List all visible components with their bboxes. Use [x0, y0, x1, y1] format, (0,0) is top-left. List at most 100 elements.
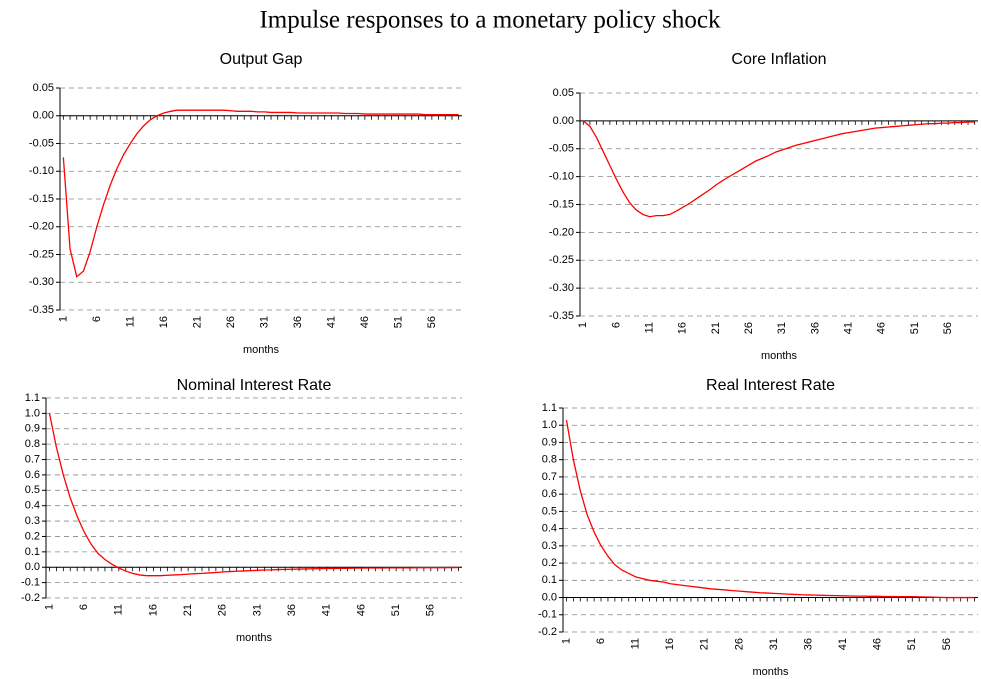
chart-title: Nominal Interest Rate [177, 377, 332, 394]
x-axis-label: months [236, 632, 273, 644]
x-tick-label: 11 [124, 316, 136, 327]
y-tick-label: -0.05 [29, 137, 54, 149]
x-tick-label: 16 [664, 638, 676, 650]
y-tick-label: -0.1 [21, 577, 40, 589]
x-axis-label: months [752, 666, 789, 678]
y-tick-label: 1.1 [542, 402, 557, 414]
y-tick-label: 1.1 [25, 392, 40, 404]
y-tick-label: 0.0 [25, 561, 40, 573]
line [62, 109, 459, 278]
x-tick-label: 46 [355, 604, 367, 616]
x-tick-label: 31 [251, 604, 263, 616]
x-tick-label: 6 [595, 638, 607, 644]
y-tick-label: -0.05 [549, 143, 574, 155]
x-tick-label: 1 [560, 638, 572, 644]
x-tick-label: 11 [644, 322, 656, 333]
x-tick-label: 41 [843, 322, 855, 334]
y-tick-label: 0.6 [25, 469, 40, 481]
y-tick-label: 0.9 [25, 423, 40, 435]
y-tick-label: -0.30 [549, 282, 574, 294]
y-tick-label: 0.4 [25, 500, 40, 512]
y-tick-label: 0.2 [25, 530, 40, 542]
x-tick-label: 51 [390, 604, 402, 616]
x-tick-label: 26 [217, 604, 229, 616]
x-tick-label: 36 [286, 604, 298, 616]
y-tick-label: 0.9 [542, 436, 557, 448]
x-axis-label: months [243, 344, 280, 356]
x-tick-label: 21 [182, 604, 194, 616]
x-tick-label: 46 [876, 322, 888, 334]
chart-title: Core Inflation [731, 51, 826, 68]
x-tick-label: 6 [91, 316, 103, 322]
y-tick-label: 0.0 [542, 591, 557, 603]
y-tick-label: 0.6 [542, 488, 557, 500]
y-tick-label: 0.00 [33, 110, 54, 122]
y-tick-label: -0.25 [549, 254, 574, 266]
chart-title: Real Interest Rate [706, 377, 835, 394]
line [582, 120, 975, 218]
x-tick-label: 21 [710, 322, 722, 334]
y-tick-label: 0.00 [553, 115, 574, 127]
y-tick-label: 1.0 [542, 419, 557, 431]
x-tick-label: 36 [292, 316, 304, 328]
x-tick-label: 36 [809, 322, 821, 334]
y-tick-label: 0.3 [542, 540, 557, 552]
y-tick-label: 0.5 [542, 505, 557, 517]
x-tick-label: 41 [837, 638, 849, 650]
y-tick-label: 0.7 [542, 471, 557, 483]
y-tick-label: -0.15 [29, 193, 54, 205]
y-tick-label: -0.2 [538, 626, 557, 638]
y-tick-label: -0.1 [538, 609, 557, 621]
x-tick-label: 21 [699, 638, 711, 650]
y-tick-label: 0.8 [25, 438, 40, 450]
x-tick-label: 56 [426, 316, 438, 328]
x-tick-label: 26 [733, 638, 745, 650]
y-tick-label: 1.0 [25, 407, 40, 419]
y-tick-label: -0.35 [549, 310, 574, 322]
x-tick-label: 1 [577, 322, 589, 328]
x-tick-label: 1 [43, 604, 55, 610]
y-tick-label: -0.25 [29, 248, 54, 260]
y-tick-label: 0.7 [25, 453, 40, 465]
x-tick-label: 31 [776, 322, 788, 334]
x-tick-label: 41 [325, 316, 337, 328]
y-tick-label: 0.05 [553, 87, 574, 99]
x-tick-label: 51 [909, 322, 921, 334]
x-tick-label: 16 [677, 322, 689, 334]
y-tick-label: 0.05 [33, 82, 54, 94]
x-tick-label: 56 [942, 322, 954, 334]
x-axis-label: months [761, 350, 798, 362]
y-tick-label: -0.35 [29, 304, 54, 316]
x-tick-label: 46 [359, 316, 371, 328]
y-tick-label: -0.10 [549, 171, 574, 183]
x-tick-label: 31 [258, 316, 270, 328]
x-tick-label: 21 [191, 316, 203, 328]
chart-title: Output Gap [220, 51, 303, 68]
x-tick-label: 6 [78, 604, 90, 610]
line [565, 419, 975, 599]
x-tick-label: 26 [225, 316, 237, 328]
y-tick-label: -0.2 [21, 592, 40, 604]
x-tick-label: 16 [158, 316, 170, 328]
x-tick-label: 26 [743, 322, 755, 334]
x-tick-label: 51 [392, 316, 404, 328]
y-tick-label: -0.20 [29, 221, 54, 233]
x-tick-label: 16 [147, 604, 159, 616]
y-tick-label: 0.3 [25, 515, 40, 527]
y-tick-label: 0.1 [542, 574, 557, 586]
x-tick-label: 11 [630, 638, 642, 649]
y-tick-label: 0.5 [25, 484, 40, 496]
x-tick-label: 36 [802, 638, 814, 650]
y-tick-label: 0.8 [542, 454, 557, 466]
line [48, 413, 459, 577]
y-tick-label: -0.20 [549, 226, 574, 238]
y-tick-label: -0.10 [29, 165, 54, 177]
y-tick-label: 0.2 [542, 557, 557, 569]
x-tick-label: 1 [57, 316, 69, 322]
y-tick-label: -0.15 [549, 198, 574, 210]
x-tick-label: 31 [768, 638, 780, 650]
x-tick-label: 41 [321, 604, 333, 616]
x-tick-label: 51 [906, 638, 918, 650]
